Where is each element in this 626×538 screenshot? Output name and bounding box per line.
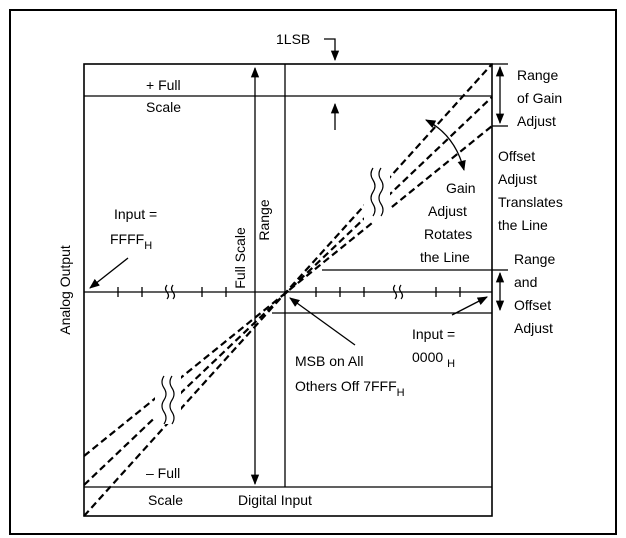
msb-arrow — [290, 298, 355, 345]
plus-scale-label: Scale — [146, 99, 181, 115]
offset-adjust-label-4: the Line — [498, 217, 548, 233]
offset-adjust-label-3: Translates — [498, 194, 563, 210]
range-offset-label-4: Adjust — [514, 320, 553, 336]
lsb-arrow — [324, 39, 335, 60]
full-scale-range-label-1: Full Scale — [232, 227, 248, 289]
input-0000-label-1: Input = — [412, 326, 455, 342]
range-offset-label-2: and — [514, 274, 537, 290]
msb-label-2: Others Off 7FFFH — [295, 378, 405, 399]
range-gain-label-1: Range — [517, 67, 558, 83]
input-0000-arrow — [452, 297, 487, 315]
plus-full-label: + Full — [146, 77, 181, 93]
input-0000-label-2: 0000 H — [412, 349, 455, 370]
msb-label-1: MSB on All — [295, 353, 363, 369]
lsb-label: 1LSB — [276, 31, 310, 47]
input-ffff-label-2: FFFFH — [110, 231, 152, 252]
digital-input-label: Digital Input — [238, 492, 312, 508]
range-gain-label-3: Adjust — [517, 113, 556, 129]
outer-frame — [10, 10, 616, 534]
analog-output-label: Analog Output — [57, 245, 73, 335]
range-offset-label-1: Range — [514, 251, 555, 267]
transfer-line-high-gain — [84, 64, 492, 516]
minus-full-label: – Full — [146, 465, 180, 481]
gain-adjust-label-1: Gain — [446, 180, 476, 196]
gain-adjust-label-4: the Line — [420, 249, 470, 265]
range-gain-label-2: of Gain — [517, 90, 562, 106]
gain-rotate-arrow — [426, 120, 464, 170]
offset-adjust-label-2: Adjust — [498, 171, 537, 187]
input-ffff-label-1: Input = — [114, 206, 157, 222]
input-ffff-arrow — [90, 258, 128, 288]
gain-adjust-label-2: Adjust — [428, 203, 467, 219]
minus-scale-label: Scale — [148, 492, 183, 508]
range-offset-label-3: Offset — [514, 297, 551, 313]
transfer-line-nominal — [84, 97, 492, 485]
full-scale-range-label-2: Range — [256, 199, 272, 240]
gain-adjust-label-3: Rotates — [424, 226, 472, 242]
offset-adjust-label-1: Offset — [498, 148, 535, 164]
